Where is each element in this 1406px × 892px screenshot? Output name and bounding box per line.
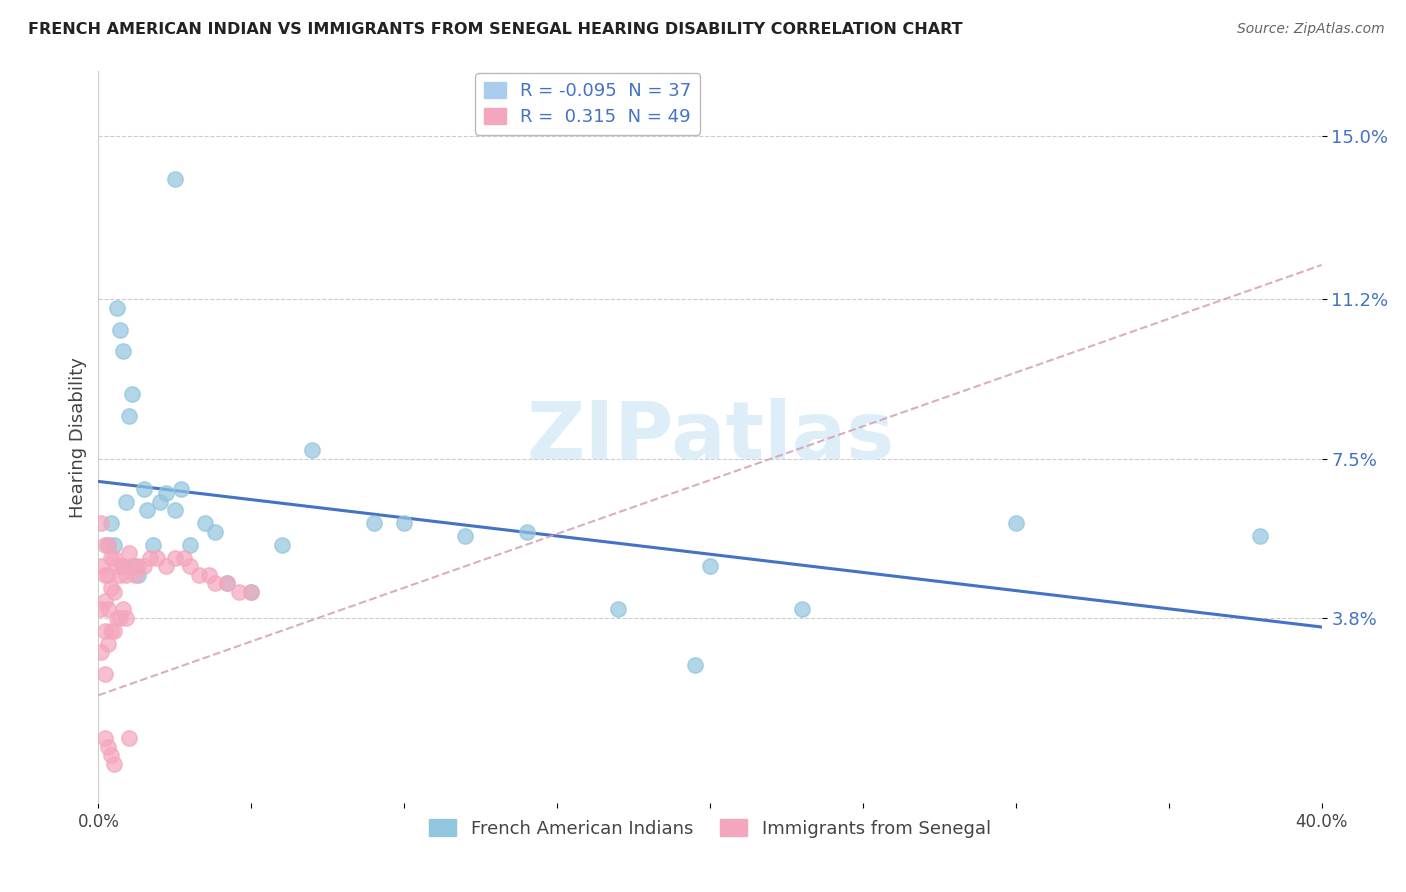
- Point: [683, 658, 706, 673]
- Point: [93, 538, 115, 552]
- Point: [111, 602, 134, 616]
- Point: [97, 567, 120, 582]
- Point: [790, 602, 813, 616]
- Point: [100, 624, 122, 638]
- Point: [270, 538, 292, 552]
- Point: [90, 645, 112, 659]
- Point: [1249, 529, 1271, 543]
- Point: [392, 516, 416, 530]
- Point: [240, 585, 263, 599]
- Point: [204, 576, 226, 591]
- Point: [194, 516, 217, 530]
- Point: [516, 524, 538, 539]
- Point: [97, 739, 120, 754]
- Point: [97, 538, 120, 552]
- Point: [103, 538, 125, 552]
- Point: [100, 581, 122, 595]
- Point: [163, 503, 186, 517]
- Point: [103, 624, 125, 638]
- Point: [90, 559, 112, 574]
- Text: ZIPatlas: ZIPatlas: [526, 398, 894, 476]
- Point: [111, 559, 134, 574]
- Point: [115, 567, 138, 582]
- Point: [100, 748, 122, 763]
- Point: [240, 585, 263, 599]
- Point: [100, 550, 122, 565]
- Point: [127, 559, 149, 574]
- Point: [90, 602, 112, 616]
- Text: FRENCH AMERICAN INDIAN VS IMMIGRANTS FROM SENEGAL HEARING DISABILITY CORRELATION: FRENCH AMERICAN INDIAN VS IMMIGRANTS FRO…: [28, 22, 963, 37]
- Point: [134, 482, 156, 496]
- Point: [301, 442, 323, 457]
- Point: [93, 731, 115, 746]
- Point: [215, 576, 238, 591]
- Y-axis label: Hearing Disability: Hearing Disability: [69, 357, 87, 517]
- Point: [111, 344, 134, 359]
- Point: [149, 494, 172, 508]
- Point: [105, 559, 128, 574]
- Point: [93, 567, 115, 582]
- Point: [179, 538, 201, 552]
- Point: [108, 567, 131, 582]
- Point: [188, 567, 211, 582]
- Point: [118, 546, 141, 560]
- Point: [97, 637, 120, 651]
- Point: [142, 538, 165, 552]
- Point: [118, 731, 141, 746]
- Point: [93, 624, 115, 638]
- Point: [204, 524, 226, 539]
- Point: [121, 559, 143, 574]
- Point: [97, 538, 120, 552]
- Point: [179, 559, 201, 574]
- Point: [124, 567, 146, 582]
- Point: [134, 559, 156, 574]
- Point: [100, 516, 122, 530]
- Point: [454, 529, 477, 543]
- Text: Source: ZipAtlas.com: Source: ZipAtlas.com: [1237, 22, 1385, 37]
- Point: [108, 611, 131, 625]
- Point: [105, 301, 128, 315]
- Point: [163, 550, 186, 565]
- Point: [93, 593, 115, 607]
- Point: [173, 550, 195, 565]
- Point: [607, 602, 630, 616]
- Point: [139, 550, 162, 565]
- Point: [155, 486, 177, 500]
- Point: [127, 567, 149, 582]
- Point: [111, 559, 134, 574]
- Point: [90, 516, 112, 530]
- Point: [1004, 516, 1026, 530]
- Point: [93, 666, 115, 681]
- Point: [124, 559, 146, 574]
- Point: [121, 387, 143, 401]
- Point: [163, 172, 186, 186]
- Point: [97, 602, 120, 616]
- Point: [103, 757, 125, 772]
- Point: [215, 576, 238, 591]
- Point: [118, 409, 141, 423]
- Point: [145, 550, 167, 565]
- Point: [103, 550, 125, 565]
- Point: [228, 585, 250, 599]
- Point: [170, 482, 193, 496]
- Point: [105, 611, 128, 625]
- Point: [108, 322, 131, 336]
- Point: [363, 516, 385, 530]
- Legend: French American Indians, Immigrants from Senegal: French American Indians, Immigrants from…: [422, 813, 998, 845]
- Point: [197, 567, 219, 582]
- Point: [136, 503, 159, 517]
- Point: [699, 559, 721, 574]
- Point: [155, 559, 177, 574]
- Point: [103, 585, 125, 599]
- Point: [115, 611, 138, 625]
- Point: [115, 494, 138, 508]
